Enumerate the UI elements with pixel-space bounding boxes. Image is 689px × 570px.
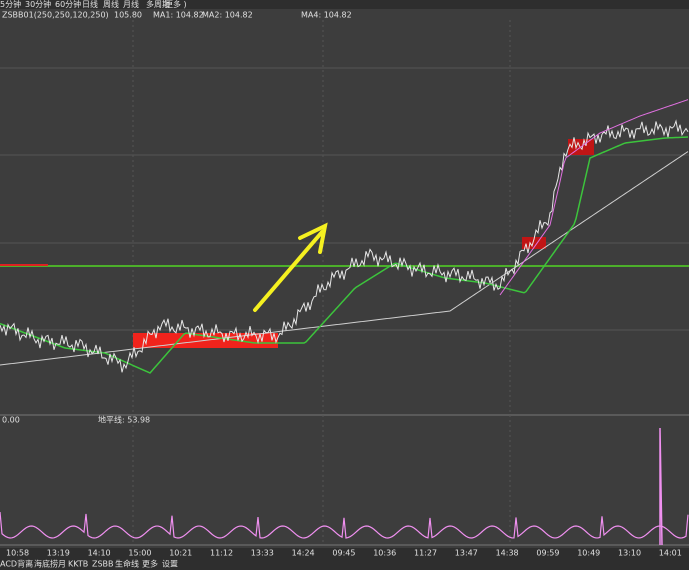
red-zone — [522, 237, 546, 249]
x-tick-label: 10:49 — [577, 549, 600, 558]
period-tab[interactable]: 更多 ) — [165, 0, 187, 9]
ma-fast — [0, 136, 689, 374]
x-tick-label: 15:00 — [128, 549, 151, 558]
x-tick-label: 11:12 — [210, 549, 233, 558]
footer — [0, 548, 689, 570]
period-tab[interactable]: 60分钟 — [55, 0, 81, 9]
x-tick-label: 14:10 — [88, 549, 111, 558]
bottom-tab[interactable]: KKTB — [68, 560, 88, 569]
period-tab[interactable]: 30分钟 — [25, 0, 51, 9]
ma1-value: MA1: 104.82 — [153, 11, 204, 20]
ma2-value: MA2: 104.82 — [202, 11, 253, 20]
period-tab[interactable]: 5分钟 — [0, 0, 21, 9]
oscillator — [0, 511, 689, 539]
x-tick-label: 13:19 — [47, 549, 70, 558]
indicator-name: ZSBB01(250,250,120,250) — [2, 11, 109, 20]
x-tick-label: 10:36 — [373, 549, 396, 558]
price-curves — [0, 99, 689, 546]
x-tick-label: 13:10 — [618, 549, 641, 558]
period-tab[interactable]: 多周期 — [146, 0, 170, 9]
ma-upper — [499, 99, 689, 296]
bottom-tab[interactable]: 生命线 — [115, 559, 139, 569]
x-tick-label: 09:45 — [332, 549, 355, 558]
ma4-value: MA4: 104.82 — [301, 11, 352, 20]
toolbar — [0, 0, 689, 9]
period-tab[interactable]: 周线 — [103, 0, 119, 9]
x-tick-label: 11:27 — [414, 549, 437, 558]
horizon-value: 地平线: 53.98 — [98, 415, 150, 425]
x-tick-label: 09:59 — [536, 549, 559, 558]
arrow — [253, 222, 328, 312]
x-tick-label: 10:21 — [169, 549, 192, 558]
bottom-tab[interactable]: 更多 — [142, 559, 158, 569]
x-tick-label: 14:38 — [496, 549, 519, 558]
ma-slow — [0, 151, 689, 366]
price-value: 105.80 — [114, 11, 142, 20]
x-tick-label: 14:24 — [292, 549, 315, 558]
x-tick-label: 10:58 — [6, 549, 29, 558]
x-tick-label: 13:33 — [251, 549, 274, 558]
period-tab[interactable]: 日线 — [82, 0, 98, 9]
lower-value: 0.00 — [2, 416, 20, 425]
bottom-tab[interactable]: ZSBB — [92, 560, 114, 569]
x-tick-label: 14:01 — [659, 549, 682, 558]
price-line — [0, 119, 689, 373]
bottom-tab[interactable]: ACD背离 — [0, 559, 33, 569]
x-tick-label: 13:47 — [455, 549, 478, 558]
period-tab[interactable]: 月线 — [123, 0, 139, 9]
bottom-tab[interactable]: 海底捞月 — [34, 559, 66, 569]
oscillator-spike — [659, 427, 663, 546]
bottom-tab[interactable]: 设置 — [162, 559, 178, 569]
